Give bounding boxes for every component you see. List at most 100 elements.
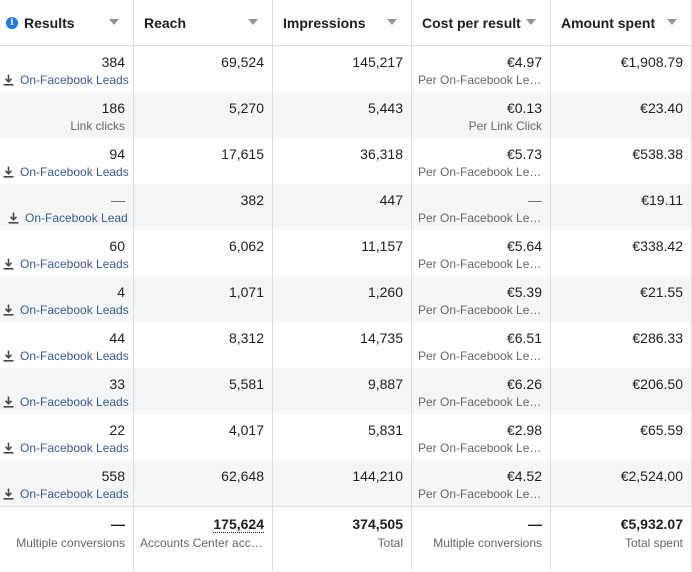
table-row: 4 On-Facebook Leads 1,071 1,260 €5.39 Per On-…: [0, 276, 692, 322]
total-spent-sub: Total spent: [624, 536, 683, 550]
results-value: 384: [101, 54, 125, 70]
cost-per-result-cell: €6.26 Per On-Facebook Leads: [412, 368, 551, 414]
impressions-value: 447: [379, 192, 403, 208]
amount-spent-cell: €2,524.00: [551, 460, 692, 506]
results-value: 44: [109, 330, 125, 346]
total-spent-cell: €5,932.07 Total spent: [551, 507, 692, 570]
results-type-link[interactable]: On-Facebook Leads: [3, 349, 129, 363]
reach-value: 6,062: [228, 238, 264, 254]
column-header-impressions[interactable]: Impressions: [273, 0, 412, 45]
table-header: i Results Reach Impressions Cost per res…: [0, 0, 692, 46]
results-type-link[interactable]: On-Facebook Leads: [3, 303, 129, 317]
results-cell: 33 On-Facebook Leads: [0, 368, 134, 414]
results-type-label: On-Facebook Leads: [20, 349, 129, 363]
cost-per-result-value: €5.73: [506, 146, 542, 162]
reach-value: 69,524: [221, 54, 264, 70]
impressions-value: 11,157: [361, 238, 403, 254]
table-row: 60 On-Facebook Leads 6,062 11,157 €5.64 Per O…: [0, 230, 692, 276]
amount-spent-cell: €19.11: [551, 184, 692, 230]
chevron-down-icon[interactable]: [667, 19, 677, 25]
results-type-link[interactable]: On-Facebook Leads: [3, 441, 129, 455]
results-value: 558: [101, 468, 125, 484]
total-cost: —: [528, 516, 542, 532]
results-type-link[interactable]: On-Facebook Leads: [3, 395, 129, 409]
reach-value: 4,017: [228, 422, 264, 438]
amount-spent-cell: €21.55: [551, 276, 692, 322]
column-header-label: Reach: [144, 14, 187, 31]
results-value: 186: [101, 100, 125, 116]
amount-spent-value: €65.59: [640, 422, 683, 438]
cost-per-result-cell: €5.39 Per On-Facebook Leads: [412, 276, 551, 322]
cost-per-result-sub: Per On-Facebook Leads: [418, 165, 542, 179]
chevron-down-icon[interactable]: [109, 19, 119, 25]
cost-per-result-value: €4.97: [506, 54, 542, 70]
reach-value: 8,312: [228, 330, 264, 346]
column-header-cost-per-result[interactable]: Cost per result: [412, 0, 551, 45]
results-type-link[interactable]: On-Facebook Leads: [3, 257, 129, 271]
results-type-label: Link clicks: [70, 119, 125, 133]
column-header-results[interactable]: i Results: [0, 0, 134, 45]
table-totals-row: — Multiple conversions 175,624 Accounts …: [0, 506, 692, 570]
table-row: — On-Facebook Lead 382 447 — Per On-Facebook …: [0, 184, 692, 230]
results-type-link[interactable]: On-Facebook Leads: [3, 487, 129, 501]
cost-per-result-sub: Per On-Facebook Leads: [418, 257, 542, 271]
results-type-link[interactable]: On-Facebook Leads: [3, 165, 129, 179]
chevron-down-icon[interactable]: [387, 19, 397, 25]
impressions-value: 5,443: [367, 100, 403, 116]
reach-cell: 1,071: [134, 276, 273, 322]
download-icon: [3, 74, 14, 86]
cost-per-result-cell: — Per On-Facebook Leads: [412, 184, 551, 230]
cost-per-result-value: €6.26: [506, 376, 542, 392]
results-cell: 22 On-Facebook Leads: [0, 414, 134, 460]
reach-value: 17,615: [221, 146, 264, 162]
column-header-reach[interactable]: Reach: [134, 0, 273, 45]
results-value: —: [111, 192, 125, 208]
reach-value: 382: [240, 192, 264, 208]
table-row: 44 On-Facebook Leads 8,312 14,735 €6.51 Per O…: [0, 322, 692, 368]
table-row: 186 Link clicks 5,270 5,443 €0.13 Per Link Cl…: [0, 92, 692, 138]
column-header-amount-spent[interactable]: Amount spent: [551, 0, 692, 45]
impressions-cell: 145,217: [273, 46, 412, 92]
amount-spent-cell: €1,908.79: [551, 46, 692, 92]
impressions-cell: 9,887: [273, 368, 412, 414]
amount-spent-cell: €23.40: [551, 92, 692, 138]
impressions-cell: 14,735: [273, 322, 412, 368]
total-reach-cell: 175,624 Accounts Center accounts: [134, 507, 273, 570]
total-reach[interactable]: 175,624: [213, 516, 264, 533]
chevron-down-icon[interactable]: [248, 19, 258, 25]
amount-spent-value: €538.38: [632, 146, 683, 162]
cost-per-result-value: €4.52: [506, 468, 542, 484]
cost-per-result-sub: Per On-Facebook Leads: [418, 303, 542, 317]
results-value: 4: [117, 284, 125, 300]
amount-spent-value: €21.55: [640, 284, 683, 300]
results-cell: 4 On-Facebook Leads: [0, 276, 134, 322]
total-cost-cell: — Multiple conversions: [412, 507, 551, 570]
table-row: 94 On-Facebook Leads 17,615 36,318 €5.73 Per …: [0, 138, 692, 184]
results-cell: — On-Facebook Lead: [0, 184, 134, 230]
cost-per-result-sub: Per On-Facebook Leads: [418, 441, 542, 455]
column-header-label: Impressions: [283, 14, 366, 31]
column-header-label: Amount spent: [561, 14, 656, 31]
table-row: 558 On-Facebook Leads 62,648 144,210 €4.52 Pe…: [0, 460, 692, 506]
results-type-label: On-Facebook Leads: [20, 165, 129, 179]
reach-cell: 62,648: [134, 460, 273, 506]
cost-per-result-cell: €6.51 Per On-Facebook Leads: [412, 322, 551, 368]
impressions-cell: 5,831: [273, 414, 412, 460]
total-reach-sub: Accounts Center accounts: [140, 536, 264, 550]
reach-value: 5,270: [228, 100, 264, 116]
results-type-link[interactable]: On-Facebook Leads: [3, 73, 129, 87]
table-row: 22 On-Facebook Leads 4,017 5,831 €2.98 Per On…: [0, 414, 692, 460]
info-icon[interactable]: i: [6, 16, 18, 29]
total-impressions-cell: 374,505 Total: [273, 507, 412, 570]
table-body: 384 On-Facebook Leads 69,524 145,217 €4.97 Pe…: [0, 46, 692, 506]
reach-cell: 17,615: [134, 138, 273, 184]
results-value: 94: [109, 146, 125, 162]
amount-spent-cell: €286.33: [551, 322, 692, 368]
reach-cell: 4,017: [134, 414, 273, 460]
reach-cell: 5,270: [134, 92, 273, 138]
download-icon: [3, 396, 14, 408]
results-type-link[interactable]: On-Facebook Lead: [8, 211, 128, 225]
chevron-down-icon[interactable]: [526, 19, 536, 25]
amount-spent-value: €286.33: [632, 330, 683, 346]
